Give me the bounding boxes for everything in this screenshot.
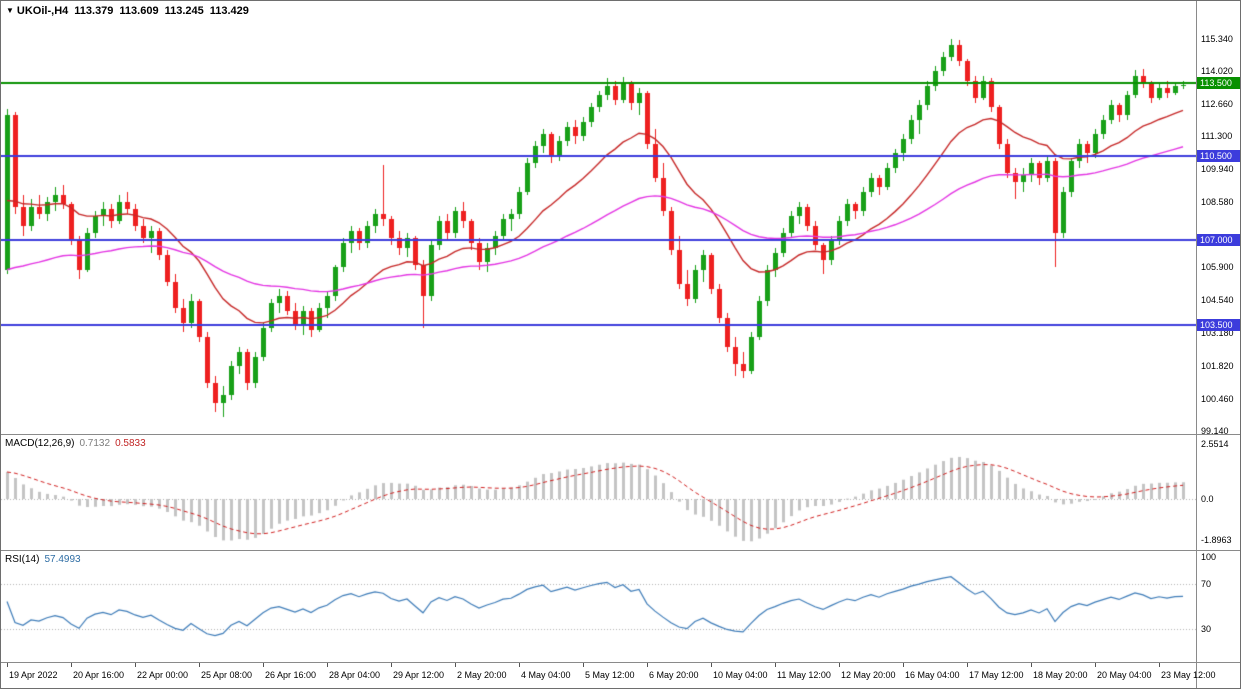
price-scale-separator [1196, 1, 1197, 688]
time-tick [903, 663, 904, 667]
collapse-arrow-icon[interactable]: ▼ [6, 6, 14, 15]
time-tick [1095, 663, 1096, 667]
time-tick [583, 663, 584, 667]
macd-indicator-canvas[interactable] [1, 435, 1196, 550]
time-label: 23 May 12:00 [1161, 670, 1216, 680]
macd-value-main: 0.7132 [79, 438, 111, 449]
time-axis-separator [1, 662, 1240, 663]
macd-tick-label: 2.5514 [1201, 438, 1229, 449]
time-label: 5 May 12:00 [585, 670, 635, 680]
time-tick [327, 663, 328, 667]
rsi-value: 57.4993 [44, 554, 81, 565]
macd-title: MACD(12,26,9) [5, 438, 75, 449]
macd-tick-label: -1.8963 [1201, 535, 1232, 546]
quote-low: 113.245 [164, 5, 204, 17]
price-tick-label: 115.340 [1201, 33, 1233, 44]
time-label: 6 May 20:00 [649, 670, 699, 680]
price-tick-label: 99.140 [1201, 425, 1229, 436]
time-tick [455, 663, 456, 667]
time-label: 20 May 04:00 [1097, 670, 1152, 680]
price-tick-label: 105.900 [1201, 262, 1234, 273]
time-label: 11 May 12:00 [777, 670, 831, 680]
time-tick [71, 663, 72, 667]
rsi-tick-label: 100 [1201, 552, 1217, 562]
rsi-indicator-canvas[interactable] [1, 551, 1196, 662]
time-label: 19 Apr 2022 [9, 670, 58, 680]
hline-price-badge: 113.500 [1197, 77, 1240, 90]
time-tick [519, 663, 520, 667]
macd-header: MACD(12,26,9) 0.7132 0.5833 [5, 438, 146, 449]
time-label: 12 May 20:00 [841, 670, 896, 680]
hline-price-badge: 107.000 [1197, 234, 1240, 247]
time-label: 28 Apr 04:00 [329, 670, 381, 680]
price-tick-label: 103.180 [1201, 327, 1234, 338]
time-tick [1031, 663, 1032, 667]
time-tick [263, 663, 264, 667]
price-tick-label: 114.020 [1201, 65, 1233, 76]
time-label: 10 May 04:00 [713, 670, 768, 680]
time-tick [967, 663, 968, 667]
time-tick [7, 663, 8, 667]
time-tick [839, 663, 840, 667]
price-tick-label: 109.940 [1201, 164, 1234, 175]
time-label: 2 May 20:00 [457, 670, 507, 680]
time-tick [711, 663, 712, 667]
price-tick-label: 101.820 [1201, 360, 1234, 371]
time-label: 22 Apr 00:00 [137, 670, 189, 680]
macd-tick-label: 0.0 [1201, 494, 1214, 504]
price-tick-label: 108.580 [1201, 197, 1234, 208]
time-label: 18 May 20:00 [1033, 670, 1088, 680]
pane-separator[interactable] [1, 434, 1240, 435]
hline-price-badge: 110.500 [1197, 149, 1240, 162]
macd-value-signal: 0.5833 [115, 438, 146, 449]
time-label: 20 Apr 16:00 [73, 670, 125, 680]
rsi-title: RSI(14) [5, 554, 40, 565]
time-tick [1159, 663, 1160, 667]
hline-price-badge: 103.500 [1197, 319, 1240, 332]
time-label: 26 Apr 16:00 [265, 670, 317, 680]
time-tick [135, 663, 136, 667]
time-tick [647, 663, 648, 667]
quote-high: 113.609 [119, 5, 159, 17]
candlestick-chart-canvas[interactable] [1, 1, 1196, 434]
time-label: 25 Apr 08:00 [201, 670, 253, 680]
rsi-tick-label: 70 [1201, 579, 1212, 590]
time-label: 16 May 04:00 [905, 670, 960, 680]
quote-open: 113.379 [74, 5, 114, 17]
price-tick-label: 111.300 [1201, 131, 1233, 142]
pane-separator[interactable] [1, 550, 1240, 551]
rsi-header: RSI(14) 57.4993 [5, 554, 81, 565]
price-tick-label: 112.660 [1201, 98, 1233, 109]
time-tick [391, 663, 392, 667]
price-tick-label: 100.460 [1201, 393, 1234, 404]
price-tick-label: 104.540 [1201, 294, 1234, 305]
rsi-tick-label: 30 [1201, 623, 1212, 634]
time-label: 4 May 04:00 [521, 670, 571, 680]
time-tick [775, 663, 776, 667]
quote-close: 113.429 [209, 5, 249, 17]
time-tick [199, 663, 200, 667]
time-label: 29 Apr 12:00 [393, 670, 445, 680]
chart-ohlc-header: ▼ UKOil-,H4 113.379 113.609 113.245 113.429 [6, 5, 249, 17]
symbol-period-label: UKOil-,H4 [16, 5, 69, 17]
time-label: 17 May 12:00 [969, 670, 1024, 680]
